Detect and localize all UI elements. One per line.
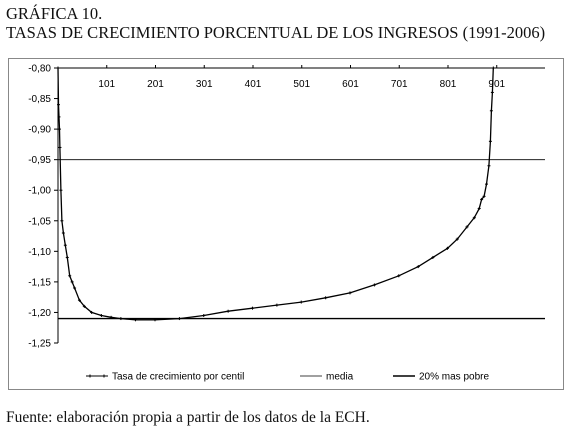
x-tick-label: 601 <box>342 79 359 90</box>
chart-heading: GRÁFICA 10. TASAS DE CRECIMIENTO PORCENT… <box>6 4 545 42</box>
legend-label-poorest-20: 20% mas pobre <box>419 372 489 383</box>
x-tick-label: 501 <box>293 79 310 90</box>
y-tick-label: -1,20 <box>28 308 51 319</box>
y-tick-label: -1,25 <box>28 339 51 350</box>
source-note: Fuente: elaboración propia a partir de l… <box>6 409 370 426</box>
x-tick-label: 701 <box>391 79 408 90</box>
y-tick-label: -0,90 <box>28 125 51 136</box>
plot-area: -0,80 -0,85 -0,90 -0,95 -1,00 -1,05 -1,10 -1,15… <box>28 64 545 350</box>
chart-frame <box>8 58 564 390</box>
growth-rate-line <box>57 67 494 321</box>
y-tick-label: -1,05 <box>28 216 51 227</box>
y-tick-label: -0,85 <box>28 94 51 105</box>
x-tick-label: 101 <box>98 79 115 90</box>
x-tick-label: 801 <box>440 79 457 90</box>
x-tick-label: 401 <box>245 79 262 90</box>
x-tick-label: 301 <box>196 79 213 90</box>
chart-container: -0,80 -0,85 -0,90 -0,95 -1,00 -1,05 -1,10 -1,15… <box>8 58 564 390</box>
y-tick-label: -0,95 <box>28 155 51 166</box>
figure-number: GRÁFICA 10. <box>6 4 103 23</box>
legend-label-media: media <box>326 372 354 383</box>
y-tick-label: -0,80 <box>28 64 51 75</box>
chart-title: TASAS DE CRECIMIENTO PORCENTUAL DE LOS I… <box>6 23 546 42</box>
y-tick-label: -1,10 <box>28 247 51 258</box>
legend: Tasa de crecimiento por centil media 20% m… <box>86 372 489 383</box>
y-tick-label: -1,00 <box>28 186 51 197</box>
x-tick-label: 201 <box>147 79 164 90</box>
legend-label-growth-rate: Tasa de crecimiento por centil <box>112 372 244 383</box>
x-tick-label: 901 <box>488 79 505 90</box>
y-tick-label: -1,15 <box>28 277 51 288</box>
chart-svg: -0,80 -0,85 -0,90 -0,95 -1,00 -1,05 -1,10 -1,15… <box>8 58 564 390</box>
